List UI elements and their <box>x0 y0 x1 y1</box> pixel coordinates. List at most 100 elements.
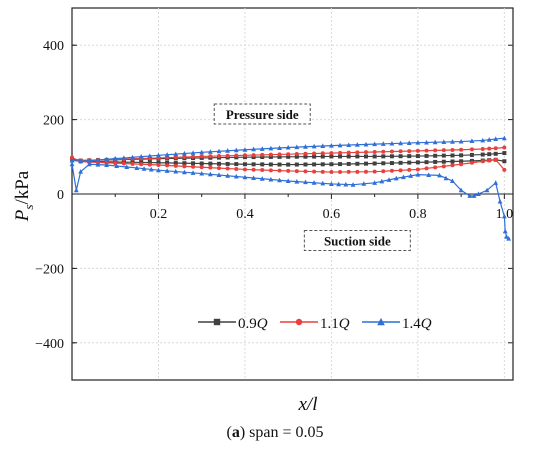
data-point <box>450 178 455 183</box>
data-point <box>277 177 282 183</box>
data-point <box>141 166 147 171</box>
data-point <box>251 155 256 160</box>
data-point <box>486 137 492 142</box>
data-point <box>285 178 291 183</box>
data-point <box>337 142 343 148</box>
x-tick-label: 0.4 <box>236 207 254 222</box>
data-point <box>199 170 205 176</box>
data-point <box>303 154 308 159</box>
data-point <box>69 161 75 167</box>
data-point <box>424 153 429 158</box>
data-point <box>260 155 265 160</box>
data-point <box>398 140 403 146</box>
data-point <box>355 150 360 155</box>
data-point <box>138 154 144 159</box>
data-point <box>134 165 140 170</box>
data-point <box>346 150 351 155</box>
data-point <box>286 168 291 173</box>
data-point <box>268 154 273 159</box>
data-point <box>329 162 334 167</box>
data-point <box>338 154 343 159</box>
data-point <box>441 153 446 158</box>
suction-side-line <box>71 163 510 240</box>
data-point <box>277 168 282 173</box>
data-point <box>487 152 492 157</box>
data-point <box>268 176 274 182</box>
data-point <box>372 149 377 154</box>
data-point <box>294 178 300 184</box>
data-point <box>459 147 464 152</box>
pressure-side-line <box>71 137 505 162</box>
data-point <box>286 162 291 167</box>
data-point <box>415 154 420 159</box>
data-point <box>501 213 507 219</box>
data-point <box>380 141 386 146</box>
data-point <box>469 138 475 143</box>
data-point <box>364 169 368 174</box>
data-point <box>182 164 187 169</box>
data-point <box>506 236 512 241</box>
data-point <box>320 143 326 149</box>
data-point <box>381 154 386 159</box>
data-point <box>217 153 221 158</box>
data-point <box>173 151 179 157</box>
data-point <box>78 169 84 174</box>
data-point <box>173 163 178 168</box>
data-point <box>338 162 343 167</box>
data-point <box>346 161 351 166</box>
data-point <box>364 150 368 155</box>
data-point <box>493 136 499 141</box>
data-point <box>294 162 299 167</box>
data-point <box>191 154 196 159</box>
data-point <box>234 167 239 172</box>
data-point <box>242 153 247 158</box>
data-point <box>372 154 377 159</box>
data-point <box>329 181 334 186</box>
data-point <box>389 154 394 159</box>
data-point <box>459 159 464 164</box>
data-point <box>393 175 399 181</box>
data-point <box>346 142 352 148</box>
data-point <box>182 161 187 166</box>
data-point <box>320 154 325 159</box>
data-point <box>207 149 213 154</box>
data-point <box>407 167 412 172</box>
data-point <box>480 152 485 157</box>
data-point <box>260 168 265 173</box>
chart: 0.20.40.60.81.04002000−200−400 Pressure … <box>12 7 514 415</box>
data-point <box>95 162 101 167</box>
data-point <box>242 147 248 152</box>
data-point <box>303 151 308 156</box>
data-point <box>355 161 360 166</box>
data-point <box>338 169 343 174</box>
data-point <box>190 170 196 175</box>
data-point <box>294 169 299 174</box>
figure-caption: (a) span = 0.05 <box>0 424 550 442</box>
data-point <box>73 187 79 193</box>
legend-item: 1.4Q <box>362 316 432 332</box>
data-point <box>295 318 303 326</box>
data-point <box>199 161 204 166</box>
data-point <box>343 181 349 187</box>
data-point <box>173 168 179 174</box>
data-point <box>294 151 299 156</box>
data-point <box>338 150 343 155</box>
data-point <box>213 318 221 326</box>
data-point <box>377 317 385 326</box>
data-point <box>199 149 205 155</box>
data-point <box>497 198 503 204</box>
data-point <box>476 191 481 196</box>
data-point <box>147 153 153 158</box>
data-point <box>199 154 204 159</box>
data-point <box>372 141 378 147</box>
data-point <box>502 145 507 150</box>
data-point <box>78 158 84 164</box>
data-point <box>251 153 256 158</box>
data-point <box>487 146 492 151</box>
data-point <box>312 169 317 174</box>
data-point <box>251 167 256 172</box>
data-point <box>165 160 170 165</box>
pressure-side-box <box>213 103 311 125</box>
data-point <box>86 158 92 163</box>
data-point <box>148 166 154 172</box>
